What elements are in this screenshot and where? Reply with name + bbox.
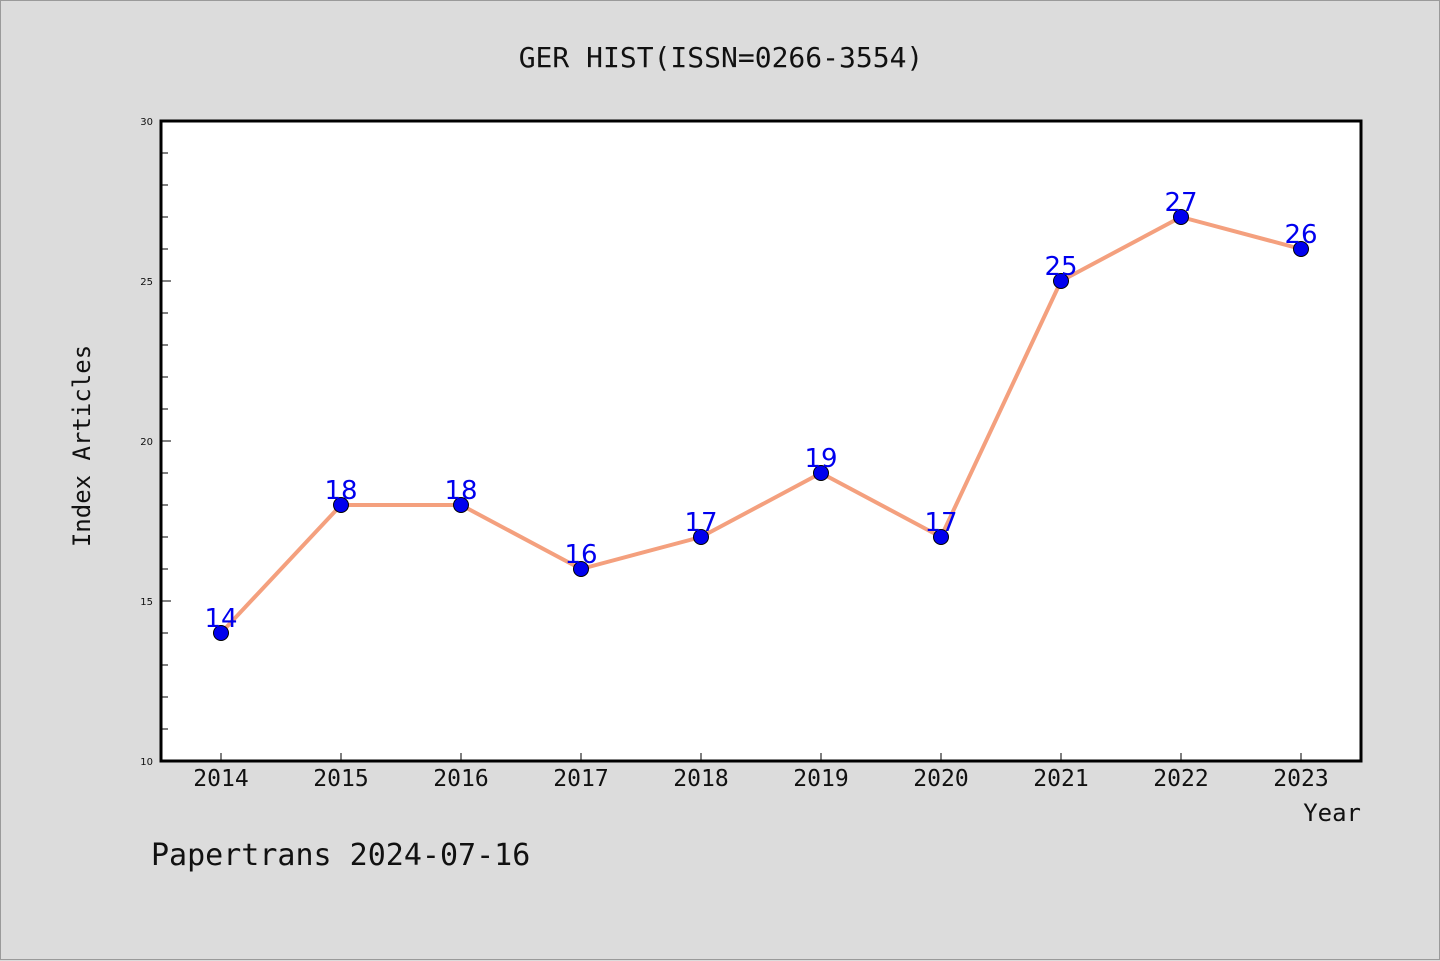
data-label: 17 bbox=[924, 508, 957, 538]
data-point bbox=[1293, 241, 1309, 257]
data-point bbox=[933, 529, 949, 545]
data-label: 27 bbox=[1164, 188, 1197, 218]
x-tick-label: 2023 bbox=[1273, 766, 1328, 792]
data-point bbox=[693, 529, 709, 545]
x-tick-label: 2017 bbox=[553, 766, 608, 792]
x-tick-label: 2020 bbox=[913, 766, 968, 792]
data-point bbox=[1173, 209, 1189, 225]
y-tick-label: 10 bbox=[140, 757, 153, 768]
x-tick-label: 2021 bbox=[1033, 766, 1088, 792]
data-markers bbox=[213, 209, 1309, 641]
data-label: 16 bbox=[564, 540, 597, 570]
x-axis-label: Year bbox=[1303, 799, 1361, 827]
data-label: 18 bbox=[444, 476, 477, 506]
x-tick-label: 2022 bbox=[1153, 766, 1208, 792]
data-point bbox=[1053, 273, 1069, 289]
x-tick-label: 2015 bbox=[313, 766, 368, 792]
data-label: 14 bbox=[204, 604, 237, 634]
x-tick-label: 2019 bbox=[793, 766, 848, 792]
x-tick-label: 2018 bbox=[673, 766, 728, 792]
series-line-layer bbox=[219, 215, 1302, 635]
series-line bbox=[219, 215, 1302, 635]
data-label: 19 bbox=[804, 444, 837, 474]
data-point bbox=[813, 465, 829, 481]
x-axis-ticks: 2014 2015 2016 2017 2018 2019 2020 2021 2022 2023 bbox=[193, 753, 1329, 792]
data-point bbox=[453, 497, 469, 513]
data-label: 18 bbox=[324, 476, 357, 506]
data-label: 25 bbox=[1044, 252, 1077, 282]
y-tick-label: 15 bbox=[140, 597, 153, 608]
data-labels: 14 18 18 16 17 19 17 25 27 26 bbox=[204, 188, 1317, 634]
footer-credit: Papertrans 2024-07-16 bbox=[151, 838, 530, 873]
x-tick-label: 2016 bbox=[433, 766, 488, 792]
y-tick-label: 20 bbox=[140, 437, 153, 448]
y-tick-label: 30 bbox=[140, 117, 153, 128]
y-axis-ticks: 10 15 20 25 30 bbox=[140, 117, 171, 768]
data-point bbox=[333, 497, 349, 513]
x-tick-label: 2014 bbox=[193, 766, 248, 792]
chart-title: GER HIST(ISSN=0266-3554) bbox=[519, 41, 924, 74]
data-point bbox=[213, 625, 229, 641]
y-tick-label: 25 bbox=[140, 277, 153, 288]
y-axis-label: Index Articles bbox=[68, 345, 96, 547]
data-label: 26 bbox=[1284, 220, 1317, 250]
data-point bbox=[573, 561, 589, 577]
data-label: 17 bbox=[684, 508, 717, 538]
